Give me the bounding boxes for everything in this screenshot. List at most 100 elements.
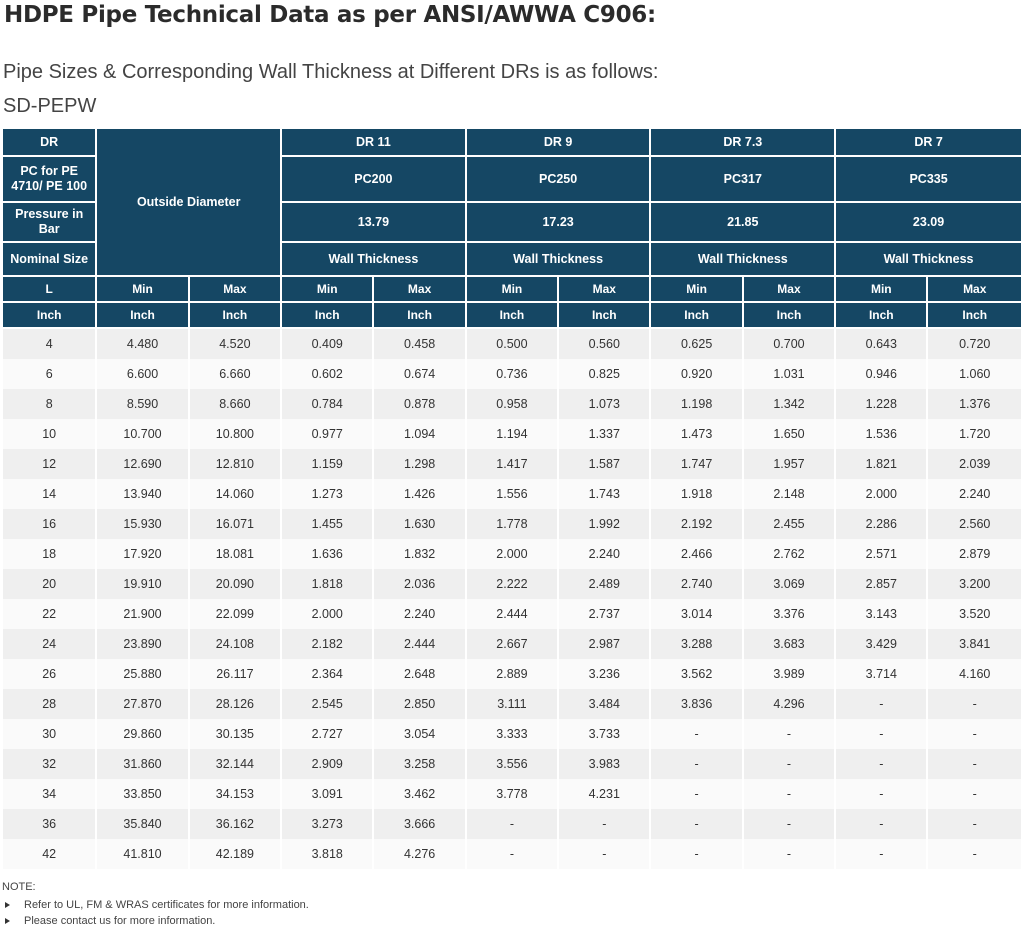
- table-cell: 3.376: [741, 599, 837, 629]
- wall-thickness-header: Wall Thickness: [280, 241, 467, 277]
- table-row: 14 13.940 14.060 1.273 1.426 1.556 1.743 1.918 2…: [0, 479, 1023, 509]
- nominal-size-cell: 20: [0, 569, 98, 599]
- table-cell: 19.910: [95, 569, 190, 599]
- table-cell: 2.222: [464, 569, 560, 599]
- table-cell: 2.286: [834, 509, 929, 539]
- sub-header-cell: Min: [280, 275, 375, 303]
- pipe-spec-table: DR Outside Diameter DR 11 DR 9 DR 7.3 DR…: [0, 127, 1023, 869]
- table-cell: 3.733: [557, 719, 652, 749]
- nominal-size-cell: 4: [0, 328, 98, 359]
- table-cell: 1.376: [926, 389, 1023, 419]
- nominal-size-cell: 18: [0, 539, 98, 569]
- sub-header-unit-cell: Inch: [834, 301, 929, 329]
- sub-header-unit-cell: Inch: [926, 301, 1023, 329]
- table-cell: 16.071: [187, 509, 283, 539]
- table-cell: 4.231: [557, 779, 652, 809]
- table-cell: 3.111: [464, 689, 560, 719]
- nominal-size-cell: 42: [0, 839, 98, 869]
- table-cell: 42.189: [187, 839, 283, 869]
- table-cell: 3.818: [280, 839, 375, 869]
- table-cell: -: [926, 779, 1023, 809]
- table-cell: -: [649, 839, 744, 869]
- table-row: 22 21.900 22.099 2.000 2.240 2.444 2.737 3.014 3…: [0, 599, 1023, 629]
- table-cell: -: [557, 839, 652, 869]
- table-cell: 12.810: [187, 449, 283, 479]
- table-cell: 0.500: [464, 328, 560, 359]
- table-cell: 0.784: [280, 389, 375, 419]
- pc-header: PC317: [649, 155, 837, 203]
- table-cell: 2.364: [280, 659, 375, 689]
- table-cell: 2.571: [834, 539, 929, 569]
- sub-header-unit-cell: Inch: [372, 301, 467, 329]
- table-cell: 2.240: [557, 539, 652, 569]
- table-cell: 6.600: [95, 359, 190, 389]
- table-cell: -: [926, 809, 1023, 839]
- table-cell: 1.094: [372, 419, 467, 449]
- table-cell: 2.909: [280, 749, 375, 779]
- dr-group-header: DR 11: [280, 127, 467, 157]
- table-row: 26 25.880 26.117 2.364 2.648 2.889 3.236 3.562 3…: [0, 659, 1023, 689]
- table-cell: 1.992: [557, 509, 652, 539]
- table-cell: 1.417: [464, 449, 560, 479]
- table-cell: 0.560: [557, 328, 652, 359]
- nominal-size-cell: 36: [0, 809, 98, 839]
- table-cell: 3.014: [649, 599, 744, 629]
- table-cell: 4.520: [187, 328, 283, 359]
- table-cell: 0.977: [280, 419, 375, 449]
- note-text: Please contact us for more information.: [24, 915, 216, 927]
- table-cell: 0.958: [464, 389, 560, 419]
- table-cell: 0.825: [557, 359, 652, 389]
- table-cell: 1.743: [557, 479, 652, 509]
- table-cell: 1.337: [557, 419, 652, 449]
- table-cell: 0.700: [741, 328, 837, 359]
- table-cell: 3.683: [741, 629, 837, 659]
- table-cell: 33.850: [95, 779, 190, 809]
- table-cell: 4.160: [926, 659, 1023, 689]
- table-cell: 10.800: [187, 419, 283, 449]
- table-cell: 1.636: [280, 539, 375, 569]
- table-cell: 1.587: [557, 449, 652, 479]
- table-cell: -: [926, 839, 1023, 869]
- table-cell: 2.036: [372, 569, 467, 599]
- table-cell: 3.556: [464, 749, 560, 779]
- table-row: 32 31.860 32.144 2.909 3.258 3.556 3.983- - - -: [0, 749, 1023, 779]
- table-cell: 1.228: [834, 389, 929, 419]
- table-cell: -: [834, 689, 929, 719]
- table-cell: 2.240: [926, 479, 1023, 509]
- sub-header-row-top: L Min Max Min Max Min Max Min Max Min Max: [0, 275, 1023, 303]
- table-cell: 2.192: [649, 509, 744, 539]
- table-cell: 3.288: [649, 629, 744, 659]
- nominal-size-cell: 8: [0, 389, 98, 419]
- table-cell: 23.890: [95, 629, 190, 659]
- nominal-size-cell: 6: [0, 359, 98, 389]
- table-cell: 31.860: [95, 749, 190, 779]
- table-cell: 0.625: [649, 328, 744, 359]
- table-cell: 1.194: [464, 419, 560, 449]
- table-cell: 3.666: [372, 809, 467, 839]
- row-label-nominal-size: Nominal Size: [0, 241, 98, 277]
- table-cell: -: [464, 809, 560, 839]
- table-cell: 36.162: [187, 809, 283, 839]
- nominal-size-cell: 28: [0, 689, 98, 719]
- table-cell: 15.930: [95, 509, 190, 539]
- table-cell: 2.648: [372, 659, 467, 689]
- table-cell: 2.444: [464, 599, 560, 629]
- table-cell: 3.983: [557, 749, 652, 779]
- table-cell: 1.073: [557, 389, 652, 419]
- table-cell: -: [834, 719, 929, 749]
- table-cell: 1.455: [280, 509, 375, 539]
- table-cell: 24.108: [187, 629, 283, 659]
- table-row: 42 41.810 42.189 3.818 4.276- - - - - -: [0, 839, 1023, 869]
- table-cell: 1.060: [926, 359, 1023, 389]
- table-cell: 20.090: [187, 569, 283, 599]
- sub-header-cell: Max: [741, 275, 837, 303]
- table-row: 20 19.910 20.090 1.818 2.036 2.222 2.489 2.740 3…: [0, 569, 1023, 599]
- table-cell: 2.444: [372, 629, 467, 659]
- sub-header-unit-cell: Inch: [95, 301, 190, 329]
- table-cell: 1.957: [741, 449, 837, 479]
- table-cell: -: [926, 689, 1023, 719]
- table-header: DR Outside Diameter DR 11 DR 9 DR 7.3 DR…: [0, 127, 1023, 329]
- table-cell: -: [741, 779, 837, 809]
- table-cell: 1.778: [464, 509, 560, 539]
- nominal-size-cell: 22: [0, 599, 98, 629]
